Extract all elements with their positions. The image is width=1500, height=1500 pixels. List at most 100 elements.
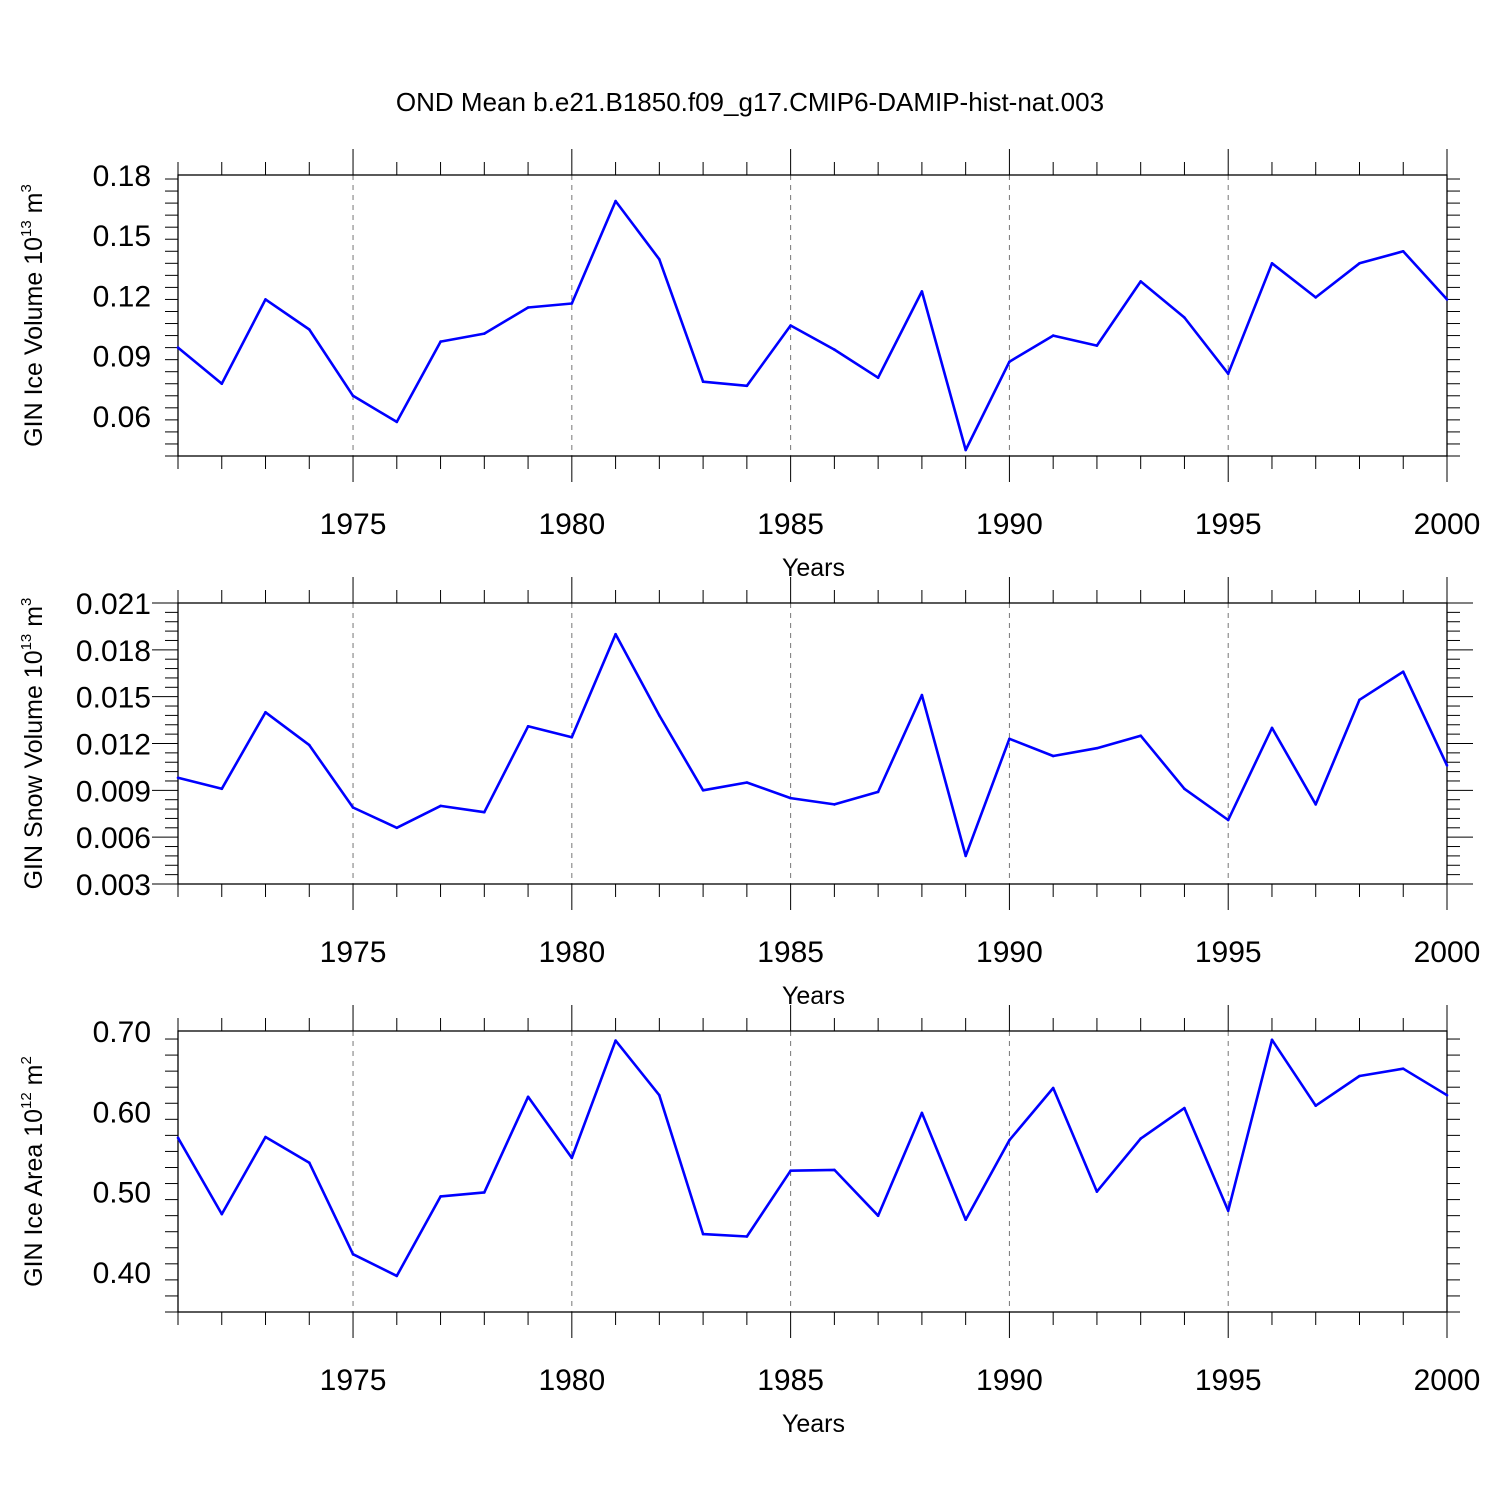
data-point — [176, 1136, 180, 1140]
y-axis-title-exponent: 12 — [18, 1092, 35, 1109]
y-tick-label: 0.06 — [93, 401, 151, 434]
data-point — [964, 854, 967, 858]
data-point — [658, 1093, 661, 1097]
data-point — [701, 789, 705, 792]
y-tick-label: 0.70 — [93, 1016, 151, 1049]
y-tick-label: 0.40 — [93, 1257, 151, 1290]
x-tick-label: 1990 — [976, 936, 1043, 969]
data-point — [395, 1274, 399, 1278]
y-axis-title: GIN Ice Volume 1013 m3 — [18, 184, 48, 447]
y-axis-title-unit-exponent: 3 — [18, 598, 35, 606]
y-axis-title: GIN Ice Area 1012 m2 — [18, 1056, 48, 1287]
data-point — [789, 1169, 792, 1172]
data-point — [1401, 1067, 1405, 1070]
x-tick-label: 1975 — [320, 1364, 387, 1397]
y-tick-label: 0.18 — [93, 160, 151, 193]
data-point — [1445, 1093, 1449, 1097]
x-tick-label: 1985 — [757, 936, 824, 969]
data-point — [439, 340, 442, 343]
data-point — [264, 1135, 267, 1139]
x-tick-label: 1995 — [1195, 936, 1262, 969]
panel-3: 0.40 0.50 0.60 0.70 1975 1980 1985 1990 1995 2000… — [18, 1005, 1480, 1438]
y-axis-title-unit: m — [20, 1065, 48, 1093]
y-axis-title-unit: m — [20, 606, 48, 634]
data-point — [1183, 1106, 1186, 1110]
data-point — [745, 1235, 749, 1238]
data-point — [920, 1111, 924, 1115]
data-point — [395, 826, 399, 830]
data-point — [1226, 1209, 1230, 1213]
data-point — [526, 1095, 530, 1099]
data-point — [526, 306, 530, 309]
data-point — [220, 787, 224, 791]
data-point — [1139, 734, 1142, 737]
x-axis-title: Years — [782, 982, 845, 1010]
data-point — [1095, 344, 1099, 347]
x-tick-label: 1980 — [538, 1364, 605, 1397]
data-point — [1226, 818, 1230, 822]
data-point — [1401, 250, 1405, 253]
plot-frame — [177, 1030, 1448, 1313]
data-point — [745, 781, 749, 784]
data-point — [1183, 316, 1186, 319]
data-point — [1051, 754, 1055, 758]
data-point — [1139, 1137, 1142, 1140]
data-point — [1051, 1086, 1055, 1090]
y-tick-label: 0.006 — [76, 822, 151, 855]
data-point — [264, 711, 267, 714]
y-tick-label: 0.015 — [76, 682, 151, 715]
y-axis-title-exponent: 13 — [18, 220, 35, 237]
y-axis-title-exponent: 13 — [18, 634, 35, 651]
data-point — [789, 324, 792, 327]
data-point — [1314, 296, 1317, 299]
data-point — [176, 776, 180, 780]
y-tick-label: 0.09 — [93, 341, 151, 374]
y-tick-label: 0.009 — [76, 775, 151, 808]
data-point — [308, 1161, 311, 1164]
data-point — [833, 1168, 836, 1172]
data-point — [658, 258, 661, 261]
data-point — [964, 448, 967, 452]
data-point — [701, 1232, 705, 1236]
y-axis-title-unit-exponent: 2 — [18, 1056, 35, 1064]
data-point — [833, 803, 836, 806]
y-tick-label: 0.60 — [93, 1096, 151, 1129]
data-point — [1051, 334, 1055, 337]
data-point — [1095, 1190, 1099, 1193]
data-point — [701, 380, 705, 384]
data-point — [1270, 726, 1274, 730]
data-point — [658, 714, 661, 717]
data-point — [1008, 1138, 1011, 1142]
data-point — [1183, 787, 1186, 791]
y-axis-title-unit-exponent: 3 — [18, 184, 35, 192]
data-point — [351, 394, 355, 398]
data-point — [570, 736, 574, 739]
y-axis-title: GIN Snow Volume 1013 m3 — [18, 598, 48, 890]
x-tick-label: 1985 — [757, 1364, 824, 1397]
data-point — [570, 1156, 574, 1160]
data-point — [1445, 298, 1449, 301]
x-tick-label: 1995 — [1195, 508, 1262, 541]
data-point — [1095, 746, 1099, 750]
panel-1: 0.06 0.09 0.12 0.15 0.18 1975 1980 1985 1990 1995… — [18, 149, 1480, 582]
data-point — [1270, 262, 1274, 265]
data-point — [789, 796, 792, 800]
data-point — [1358, 262, 1361, 265]
data-point — [833, 348, 836, 351]
data-point — [1358, 698, 1361, 702]
y-tick-label: 0.50 — [93, 1177, 151, 1210]
data-point — [483, 810, 486, 814]
x-tick-label: 1990 — [976, 508, 1043, 541]
x-tick-label: 1990 — [976, 1364, 1043, 1397]
x-axis-title: Years — [782, 554, 845, 582]
data-point — [1139, 280, 1142, 283]
data-point — [920, 290, 924, 293]
data-point — [614, 632, 617, 636]
data-point — [876, 790, 880, 794]
x-tick-label: 1975 — [320, 508, 387, 541]
x-tick-label: 1980 — [538, 508, 605, 541]
data-point — [570, 302, 574, 305]
data-point — [1314, 1104, 1317, 1107]
data-point — [483, 332, 486, 335]
